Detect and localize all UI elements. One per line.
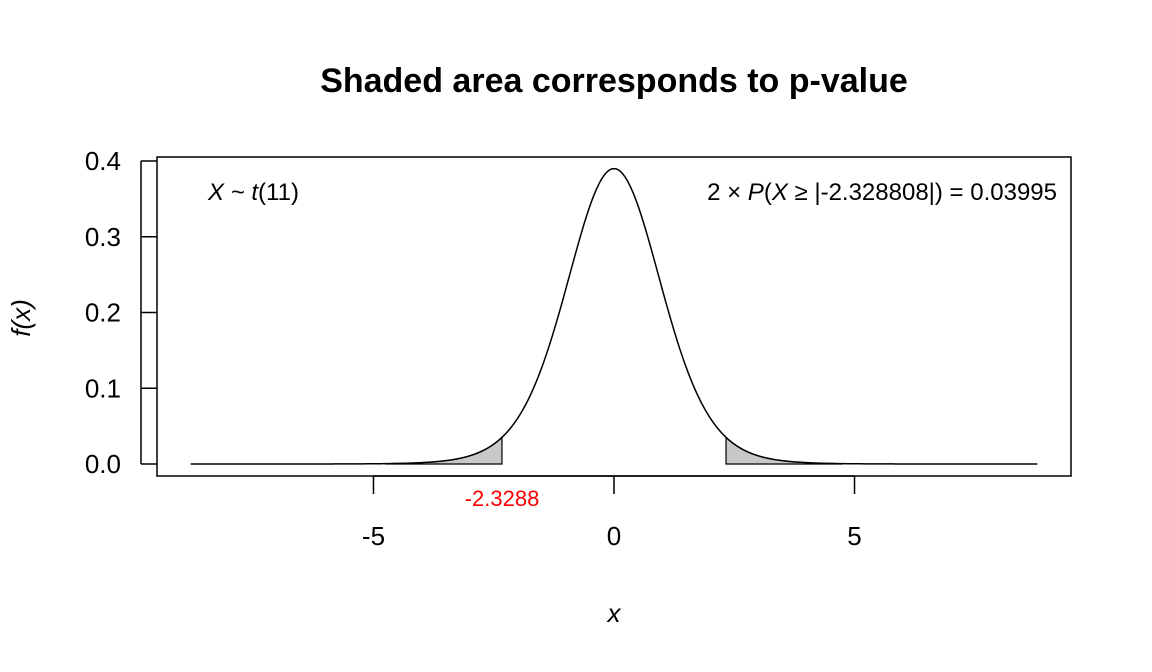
pvalue-X: X — [771, 179, 789, 206]
y-tick-label: 0.2 — [85, 298, 121, 328]
distribution-prefix: X ~ — [207, 179, 251, 206]
pvalue-prefix: 2 × — [707, 179, 748, 206]
y-tick-label: 0.3 — [85, 222, 121, 252]
distribution-name: t — [251, 179, 259, 206]
y-axis-label: f(x) — [6, 299, 36, 337]
x-tick-label: 5 — [847, 521, 861, 551]
critical-value-label: -2.3288 — [465, 486, 540, 511]
x-tick-label: -5 — [362, 521, 385, 551]
pvalue-annotation: 2 × P(X ≥ |-2.328808|) = 0.03995 — [707, 179, 1057, 206]
distribution-args: (11) — [258, 179, 299, 206]
density-curve — [190, 167, 1038, 465]
right-tail-shade — [725, 435, 844, 465]
left-tail-shade — [384, 435, 503, 465]
pvalue-rest: ≥ |-2.328808|) = 0.03995 — [788, 179, 1057, 206]
y-tick-label: 0.4 — [85, 146, 121, 176]
distribution-annotation: X ~ t(11) — [207, 179, 299, 206]
y-tick-label: 0.1 — [85, 373, 121, 403]
x-axis: -5 0 5 — [362, 475, 862, 551]
y-tick-label: 0.0 — [85, 449, 121, 479]
pvalue-P: P — [748, 179, 764, 206]
y-axis: 0.0 0.1 0.2 0.3 0.4 — [85, 146, 157, 479]
x-tick-label: 0 — [607, 521, 621, 551]
chart-title: Shaded area corresponds to p-value — [320, 62, 908, 100]
x-axis-label: x — [606, 598, 622, 628]
pvalue-open: ( — [764, 179, 772, 206]
